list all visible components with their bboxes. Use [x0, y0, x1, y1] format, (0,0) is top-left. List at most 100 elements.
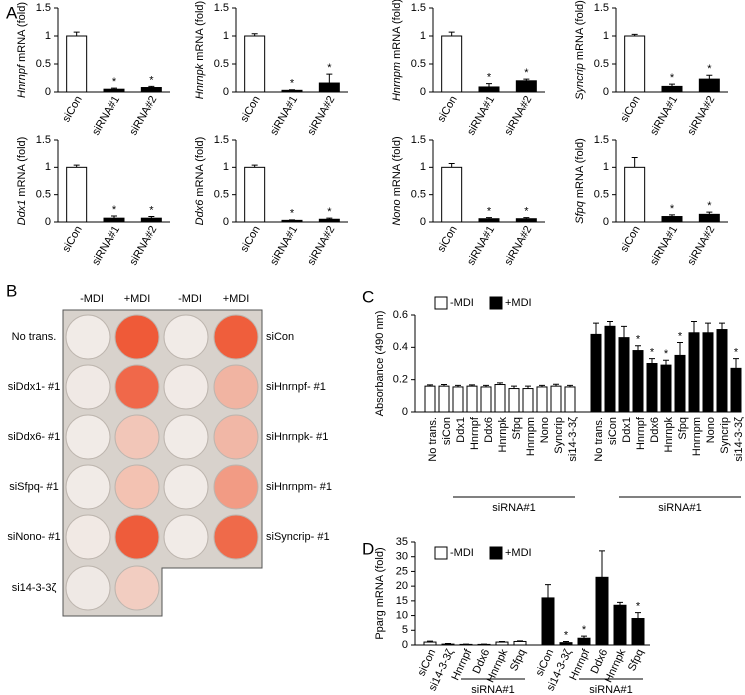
well — [114, 314, 160, 360]
error-bar — [669, 83, 675, 87]
y-tick-label: 1 — [603, 161, 609, 173]
y-axis-label: Sfpq mRNA (fold) — [574, 138, 586, 224]
bar — [103, 88, 125, 93]
y-tick-label: 1.5 — [594, 2, 609, 14]
y-tick-label: 0.6 — [393, 309, 408, 321]
y-tick-label: 0.5 — [411, 189, 426, 201]
y-tick-label: 20 — [396, 580, 408, 592]
error-bar — [445, 643, 451, 645]
x-tick-label: Ddx1 — [621, 417, 633, 443]
well — [114, 565, 160, 611]
y-tick-label: 1 — [420, 161, 426, 173]
error-bar — [706, 74, 713, 80]
bar — [494, 384, 506, 413]
y-tick-label: 0 — [603, 216, 609, 228]
error-bar — [581, 635, 587, 639]
error-bar — [251, 33, 258, 36]
error-bar — [607, 320, 613, 327]
legend-swatch — [489, 546, 503, 560]
bar — [577, 637, 591, 646]
x-tick-label: siCon — [607, 417, 619, 445]
x-tick-label: siRNA#2 — [502, 94, 534, 138]
bar — [590, 333, 602, 413]
column-header: +MDI — [124, 293, 151, 305]
bar — [318, 218, 340, 223]
error-bar — [469, 384, 475, 387]
well — [213, 314, 259, 360]
x-tick-label: siRNA#1 — [465, 224, 497, 268]
bar — [661, 85, 683, 93]
y-tick-label: 0.5 — [594, 58, 609, 70]
y-tick-label: 1 — [223, 161, 229, 173]
x-tick-label: siRNA#1 — [648, 224, 680, 268]
x-tick-label: siCon — [618, 94, 642, 124]
error-bar — [455, 384, 461, 387]
bar — [438, 385, 450, 413]
well — [163, 514, 209, 560]
y-axis-label: Hnrnpf mRNA (fold) — [16, 2, 28, 98]
well — [65, 314, 111, 360]
y-axis-label-unit: mRNA (fold) — [574, 0, 586, 60]
error-bar — [486, 83, 492, 87]
error-bar — [635, 612, 641, 619]
error-bar — [499, 640, 505, 643]
error-bar — [617, 601, 623, 606]
error-bar — [719, 322, 725, 330]
significance-marker: * — [290, 78, 295, 90]
bar — [424, 385, 436, 413]
bar — [513, 640, 527, 646]
well — [65, 565, 111, 611]
y-tick-label: 0.5 — [214, 58, 229, 70]
y-tick-label: 0.5 — [594, 189, 609, 201]
significance-marker: * — [636, 601, 641, 613]
x-tick-label: Hnrnpm — [525, 417, 537, 456]
y-tick-label: 1 — [603, 30, 609, 42]
bar — [618, 337, 630, 413]
bar — [441, 166, 463, 223]
y-tick-label: 0.5 — [36, 58, 51, 70]
error-bar — [73, 164, 80, 168]
row-label: siNono- #1 — [7, 531, 60, 543]
error-bar — [326, 217, 333, 220]
y-tick-label: 0.5 — [36, 189, 51, 201]
error-bar — [635, 345, 641, 351]
significance-marker: * — [327, 206, 332, 218]
bar — [478, 218, 500, 223]
significance-marker: * — [487, 72, 492, 84]
error-bar — [563, 640, 569, 643]
legend-swatch — [434, 296, 448, 310]
x-tick-label: Nono — [539, 417, 551, 443]
y-axis-label-unit: mRNA (fold) — [391, 136, 403, 196]
significance-marker: * — [487, 206, 492, 218]
x-tick-label: siRNA#1 — [90, 94, 122, 138]
y-tick-label: 0.5 — [411, 58, 426, 70]
bar — [631, 618, 645, 646]
y-tick-label: 1.5 — [594, 134, 609, 146]
legend-swatch — [489, 296, 503, 310]
y-axis-label: Absorbance (490 nm) — [374, 311, 386, 417]
error-bar — [706, 211, 713, 215]
y-axis-label-gene: Syncrip — [574, 63, 586, 100]
well — [114, 514, 160, 560]
bar — [698, 78, 720, 93]
x-tick-label: siCon — [238, 94, 262, 124]
y-tick-label: 1.5 — [214, 2, 229, 14]
y-axis-label-gene: Hnrnpk — [194, 63, 206, 99]
x-tick-label: siRNA#1 — [90, 224, 122, 268]
bar — [660, 364, 672, 413]
panel-label: D — [362, 539, 374, 558]
y-axis-label: Ddx6 mRNA (fold) — [194, 137, 206, 226]
bar — [550, 385, 562, 413]
bar — [595, 576, 609, 646]
x-tick-label: siCon — [238, 224, 262, 254]
y-tick-label: 0 — [603, 86, 609, 98]
y-axis-label: Hnrnpk mRNA (fold) — [194, 1, 206, 99]
y-tick-label: 0.2 — [393, 374, 408, 386]
row-label: siDdx6- #1 — [8, 431, 61, 443]
bar — [495, 641, 509, 646]
row-label: siCon — [266, 331, 294, 343]
bar — [646, 363, 658, 413]
bar — [140, 217, 162, 223]
y-tick-label: 0.5 — [214, 189, 229, 201]
y-axis-label-gene: Hnrnpf — [16, 64, 28, 98]
